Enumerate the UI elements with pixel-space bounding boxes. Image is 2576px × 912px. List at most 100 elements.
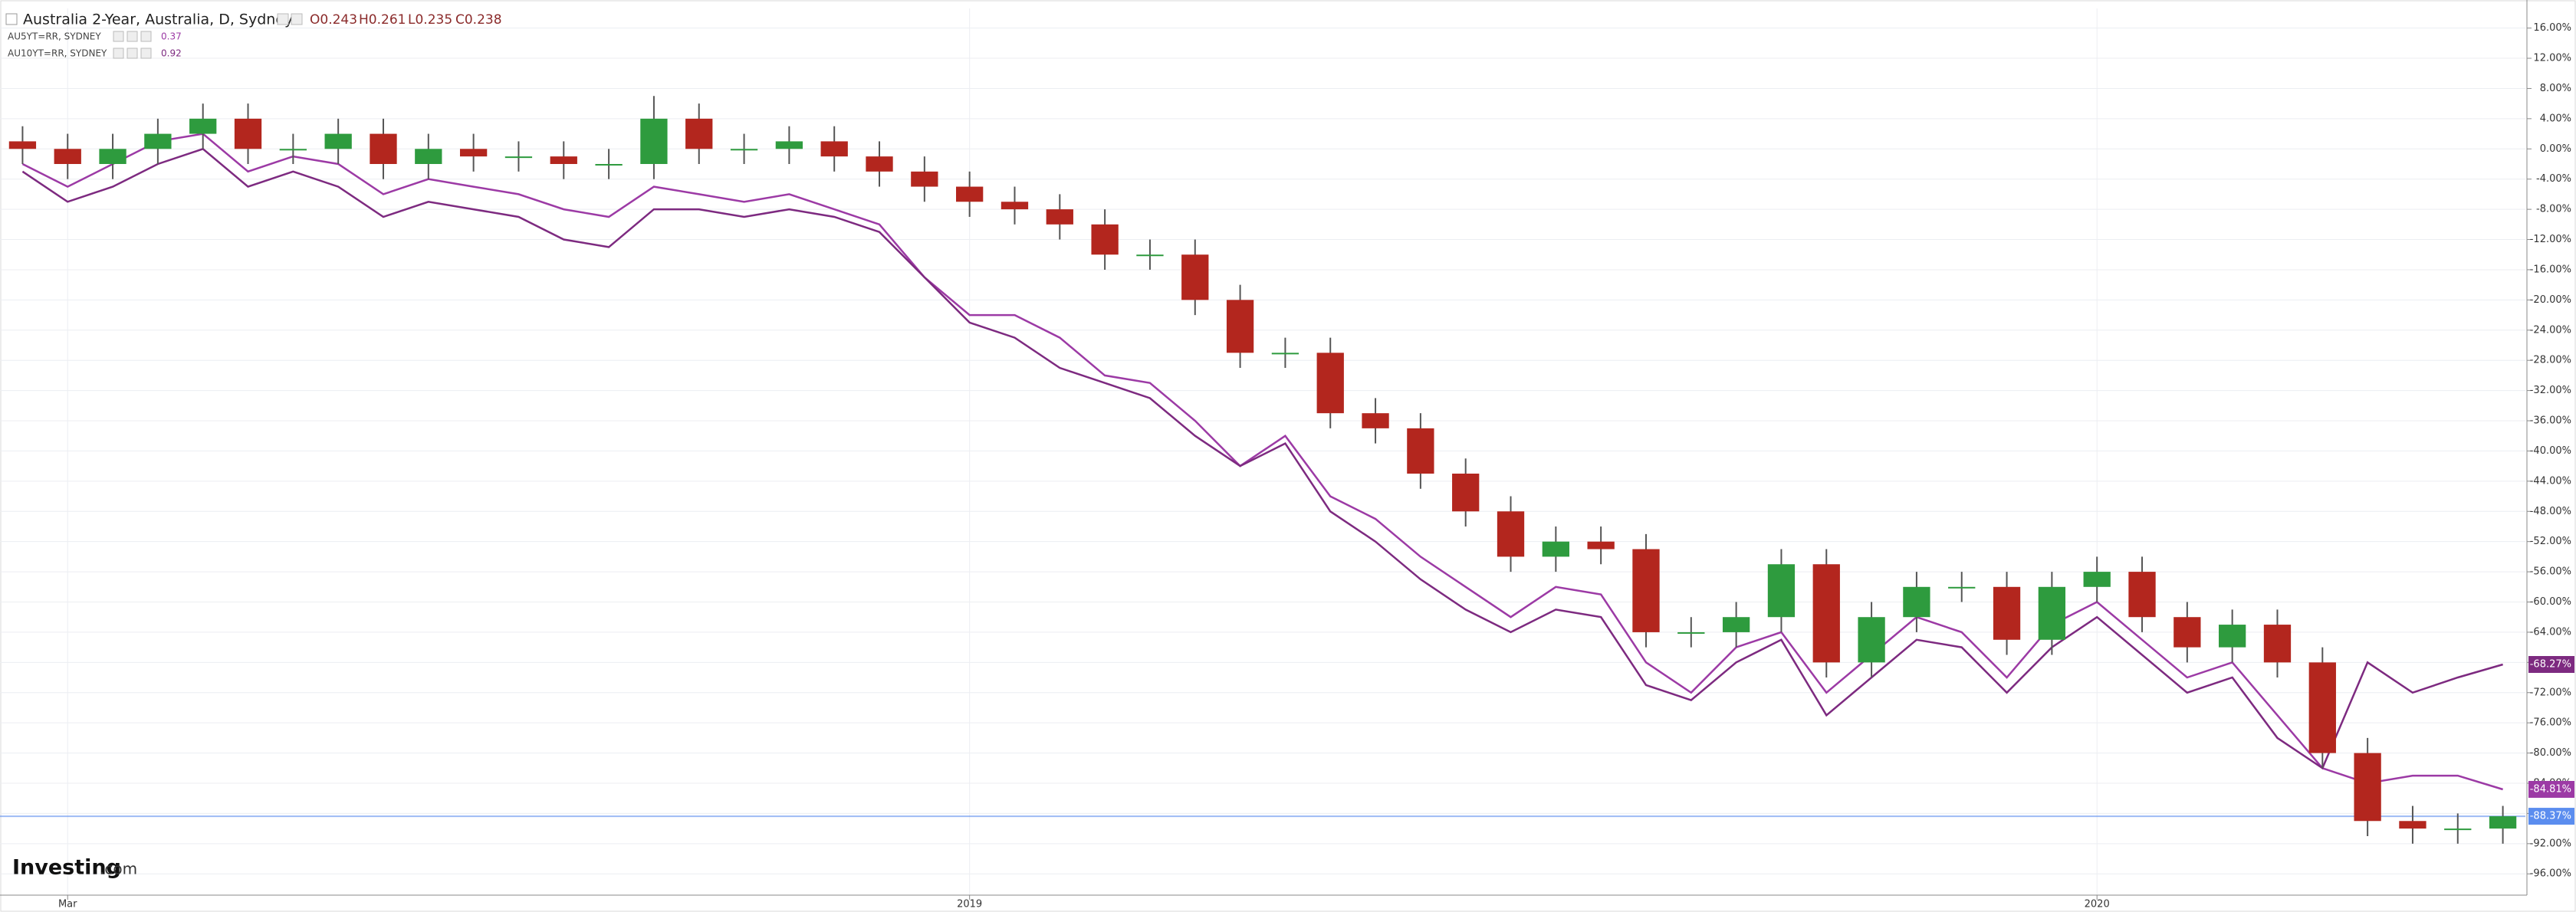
candle-body	[1948, 586, 1976, 589]
candle-body	[2354, 753, 2381, 822]
y-tick-label: -96.00%	[2530, 868, 2571, 880]
candle-body	[234, 118, 262, 149]
candle-body	[2219, 625, 2246, 648]
y-tick-label: -48.00%	[2530, 506, 2571, 517]
candle-body	[324, 133, 352, 149]
candle-body	[1812, 564, 1840, 663]
settings-icon[interactable]	[277, 13, 289, 25]
candle-body	[1542, 541, 1569, 557]
legend-icon	[113, 31, 124, 42]
y-tick-label: -44.00%	[2530, 475, 2571, 487]
candle-body	[1271, 353, 1300, 355]
plot	[8, 96, 2517, 844]
candle-body	[2128, 572, 2156, 618]
candle-body	[2489, 816, 2517, 829]
candle-body	[2308, 662, 2336, 753]
brand-suffix: .com	[100, 860, 137, 878]
price-tag	[2528, 808, 2574, 825]
y-tick-label: -12.00%	[2530, 234, 2571, 245]
y-tick-label: -28.00%	[2530, 355, 2571, 366]
quote-high: H0.261	[359, 12, 406, 28]
y-tick-label: -72.00%	[2530, 687, 2571, 698]
y-tick-label: -4.00%	[2536, 173, 2571, 185]
candle-body	[1722, 617, 1750, 632]
x-tick-label: Mar	[58, 899, 77, 910]
y-tick-label: -8.00%	[2536, 204, 2571, 215]
candle-body	[2038, 586, 2066, 640]
y-tick-label: -32.00%	[2530, 385, 2571, 396]
legend-entry: AU10YT=RR, SYDNEY	[8, 48, 107, 59]
y-tick-label: -64.00%	[2530, 626, 2571, 638]
close-icon[interactable]	[291, 13, 303, 25]
candle-body	[1046, 209, 1073, 225]
candle-body	[2174, 617, 2201, 648]
quote-low: L0.235	[408, 12, 452, 28]
candle-body	[1452, 473, 1480, 512]
candle-body	[640, 118, 668, 164]
y-tick-label: -52.00%	[2530, 536, 2571, 547]
collapse-icon[interactable]	[5, 13, 18, 25]
candle-body	[595, 163, 623, 166]
candle-body	[99, 149, 127, 164]
candle-body	[144, 133, 172, 149]
y-tick-label: -92.00%	[2530, 838, 2571, 849]
legend-icon	[140, 48, 152, 59]
y-tick-label: 16.00%	[2533, 22, 2571, 34]
candle-body	[1316, 353, 1344, 414]
line-series	[21, 147, 2503, 770]
candle-body	[730, 149, 758, 151]
candle-body	[504, 156, 533, 159]
candle-body	[279, 149, 307, 151]
candle-body	[911, 171, 938, 187]
legend-icon	[140, 31, 152, 42]
candle-body	[1362, 413, 1389, 428]
candle-body	[370, 133, 397, 164]
y-tick-label: -20.00%	[2530, 294, 2571, 306]
legend-icon	[113, 48, 124, 59]
grid	[0, 8, 2525, 895]
candle-body	[415, 149, 442, 164]
y-tick-label: 12.00%	[2533, 53, 2571, 64]
y-tick-label: -36.00%	[2530, 415, 2571, 427]
candle-body	[1136, 254, 1164, 257]
price-tag-label: -84.81%	[2530, 783, 2571, 795]
price-tag-label: -68.27%	[2530, 659, 2571, 671]
candle-body	[2083, 572, 2111, 587]
legend-icon	[127, 48, 138, 59]
candle-body	[2263, 625, 2292, 663]
candle-body	[1497, 511, 1525, 557]
candle-body	[459, 149, 488, 157]
legend-entry: AU5YT=RR, SYDNEY	[8, 31, 101, 42]
candle-body	[956, 186, 984, 202]
candle-body	[1993, 586, 2021, 640]
candle-body	[1858, 617, 1885, 663]
candle-body	[775, 141, 803, 149]
candle-body	[2444, 828, 2472, 831]
candle-body	[1587, 541, 1615, 549]
candle-body	[866, 156, 893, 172]
y-tick-label: 0.00%	[2540, 143, 2571, 155]
legend-icon	[127, 31, 138, 42]
y-tick-label: -16.00%	[2530, 264, 2571, 275]
candle-body	[820, 141, 848, 157]
candle-body	[2399, 821, 2426, 829]
candle-body	[1903, 586, 1930, 618]
y-tick-label: -76.00%	[2530, 717, 2571, 729]
y-tick-label: 4.00%	[2540, 113, 2571, 124]
y-tick-label: -56.00%	[2530, 566, 2571, 578]
candle-body	[54, 149, 81, 164]
candle-body	[1677, 632, 1705, 634]
price-tag-label: -88.37%	[2530, 811, 2571, 822]
legend-value: 0.37	[161, 31, 182, 42]
y-tick-label: -24.00%	[2530, 324, 2571, 336]
legend-value: 0.92	[161, 48, 182, 59]
quote-close: C0.238	[455, 12, 502, 28]
chart-title: Australia 2-Year, Australia, D, Sydney	[23, 11, 293, 28]
price-tag	[2528, 656, 2574, 674]
legend: Australia 2-Year, Australia, D, Sydney O…	[5, 11, 502, 59]
line-series	[21, 133, 2503, 791]
quote-open: O0.243	[310, 12, 357, 28]
candle-body	[685, 118, 713, 149]
candle-body	[1181, 254, 1209, 300]
